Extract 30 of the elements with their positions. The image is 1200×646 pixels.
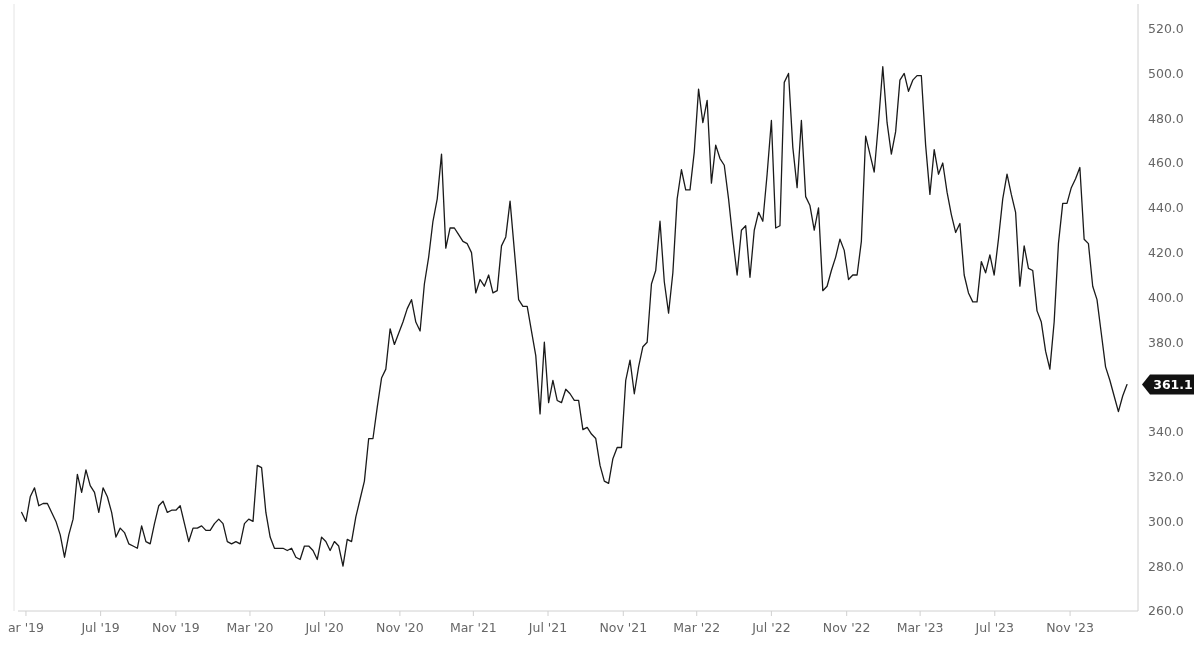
y-tick-label: 460.0 bbox=[1148, 155, 1184, 171]
x-tick-label: Mar '20 bbox=[226, 620, 274, 635]
x-tick-label: Jul '20 bbox=[304, 620, 344, 635]
y-tick-label: 420.0 bbox=[1148, 245, 1184, 260]
x-tick-label: Mar '21 bbox=[449, 620, 497, 635]
x-tick-label: Nov '23 bbox=[1046, 620, 1094, 635]
x-tick-label: Jul '19 bbox=[80, 620, 120, 635]
y-tick-label: 280.0 bbox=[1148, 558, 1184, 574]
annotation: 361.1 bbox=[1153, 376, 1193, 392]
x-tick-label: Jul '22 bbox=[751, 620, 791, 635]
y-tick-label: 340.0 bbox=[1148, 424, 1184, 440]
y-tick-label: 440.0 bbox=[1148, 200, 1184, 216]
y-tick-label: 380.0 bbox=[1148, 334, 1184, 350]
x-tick-label: Mar '22 bbox=[673, 620, 721, 635]
y-tick-label: 260.0 bbox=[1148, 603, 1184, 619]
x-tick-label: Mar '23 bbox=[896, 620, 944, 635]
x-tick-label: Jul '23 bbox=[974, 620, 1014, 635]
x-tick-label: ar '19 bbox=[7, 620, 45, 635]
y-tick-label: 520.0 bbox=[1148, 21, 1184, 37]
y-tick-label: 500.0 bbox=[1148, 65, 1184, 81]
x-tick-label: Nov '20 bbox=[376, 620, 424, 635]
y-tick-label: 300.0 bbox=[1148, 513, 1184, 529]
y-tick-label: 400.0 bbox=[1148, 289, 1184, 305]
x-tick-label: Nov '21 bbox=[599, 620, 648, 635]
x-tick-label: Jul '21 bbox=[527, 620, 568, 635]
x-tick-label: Nov '19 bbox=[152, 620, 200, 635]
y-tick-label: 320.0 bbox=[1148, 468, 1184, 484]
x-tick-label: Nov '22 bbox=[822, 620, 871, 635]
line-series bbox=[21, 66, 1128, 567]
y-tick-label: 480.0 bbox=[1148, 110, 1184, 126]
